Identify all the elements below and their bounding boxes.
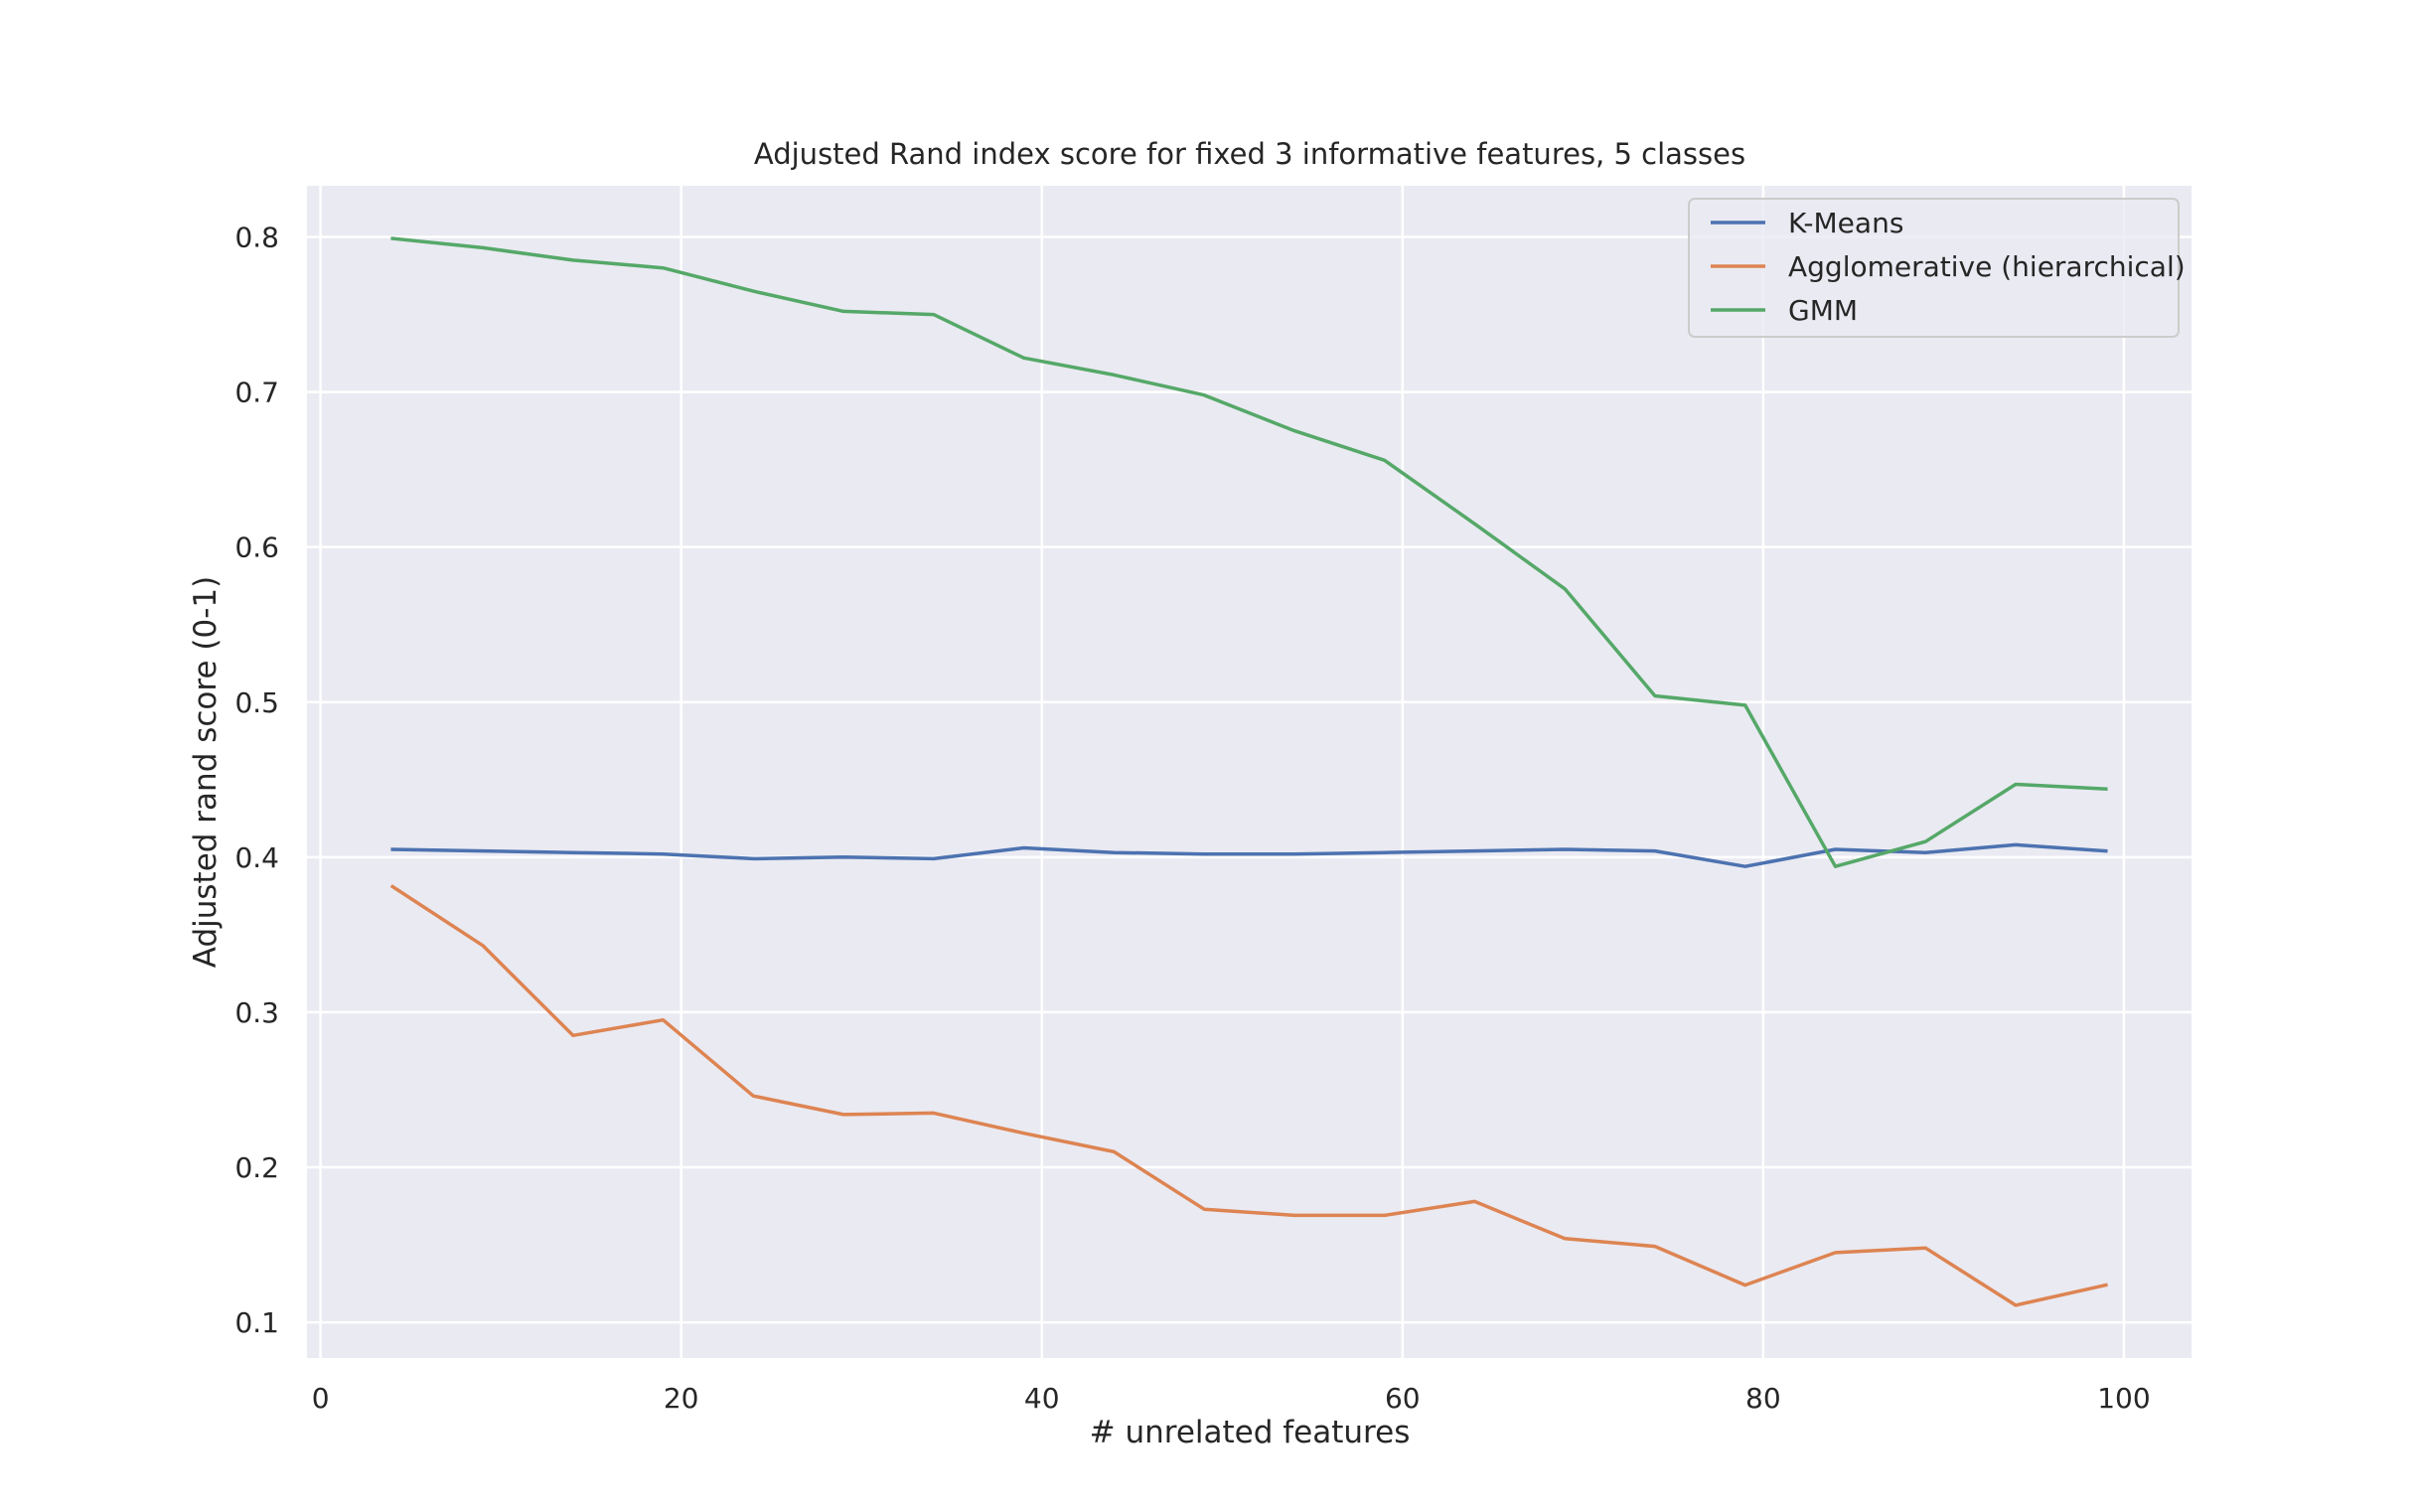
y-tick-label: 0.4 xyxy=(234,841,279,874)
legend-entry-label: K-Means xyxy=(1788,207,1903,239)
y-tick-label: 0.5 xyxy=(234,686,279,719)
legend-entry-label: GMM xyxy=(1788,294,1858,327)
x-axis-label: # unrelated features xyxy=(1090,1415,1411,1450)
y-axis-label: Adjusted rand score (0-1) xyxy=(188,576,224,968)
y-tick-label: 0.1 xyxy=(234,1306,279,1339)
series-line-1 xyxy=(390,842,2108,868)
series-line-3 xyxy=(390,236,2108,868)
x-tick-label: 80 xyxy=(1745,1382,1781,1415)
x-tick-label: 40 xyxy=(1024,1382,1060,1415)
plot-area xyxy=(307,186,2192,1358)
y-tick-label: 0.6 xyxy=(234,531,279,564)
legend-entry-label: Agglomerative (hierarchical) xyxy=(1788,250,2186,283)
series-line-2 xyxy=(389,884,2108,1307)
legend: K-Means Agglomerative (hierarchical) GMM xyxy=(1688,198,2186,338)
x-tick-label: 60 xyxy=(1385,1382,1421,1415)
y-tick-label: 0.3 xyxy=(234,996,279,1029)
y-tick-label: 0.8 xyxy=(234,222,279,254)
series-layer xyxy=(389,236,2108,1307)
y-tick-label: 0.2 xyxy=(234,1151,279,1184)
legend-box xyxy=(1688,198,2180,338)
x-tick-label: 20 xyxy=(664,1382,699,1415)
x-tick-label: 100 xyxy=(2097,1382,2150,1415)
grid xyxy=(307,186,2192,1358)
y-axis-ticks: 0.1 0.2 0.3 0.4 0.5 0.6 0.7 0.8 xyxy=(234,222,279,1340)
y-tick-label: 0.7 xyxy=(234,377,279,409)
x-tick-label: 0 xyxy=(312,1382,330,1415)
chart-title: Adjusted Rand index score for fixed 3 in… xyxy=(754,137,1745,171)
x-axis-ticks: 0 20 40 60 80 100 xyxy=(312,1382,2151,1415)
